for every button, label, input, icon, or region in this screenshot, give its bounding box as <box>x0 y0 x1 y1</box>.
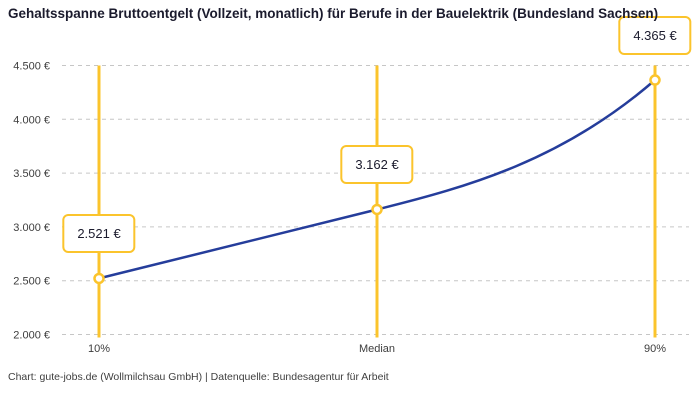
value-label-10pct: 2.521 € <box>77 226 121 242</box>
y-axis-tick-label: 2.000 € <box>13 330 50 342</box>
value-label-90pct: 4.365 € <box>633 28 677 44</box>
chart-title: Gehaltsspanne Bruttoentgelt (Vollzeit, m… <box>8 6 659 21</box>
data-point <box>649 74 661 86</box>
value-box-10pct: 2.521 € <box>62 214 136 254</box>
y-axis-tick-label: 4.500 € <box>13 61 50 73</box>
data-point <box>371 203 383 216</box>
value-box-median: 3.162 € <box>340 145 414 185</box>
y-axis-tick-label: 3.500 € <box>13 168 50 180</box>
x-axis-tick-label: Median <box>359 343 395 355</box>
value-label-median: 3.162 € <box>355 157 399 173</box>
y-axis-tick-label: 2.500 € <box>13 276 50 288</box>
y-axis-tick-label: 3.000 € <box>13 222 50 234</box>
chart-attribution: Chart: gute-jobs.de (Wollmilchsau GmbH) … <box>8 371 389 383</box>
x-axis-tick-label: 90% <box>644 343 666 355</box>
y-axis-tick-label: 4.000 € <box>13 114 50 126</box>
data-point <box>93 272 105 285</box>
value-box-90pct: 4.365 € <box>618 16 692 56</box>
x-axis-tick-label: 10% <box>88 343 110 355</box>
